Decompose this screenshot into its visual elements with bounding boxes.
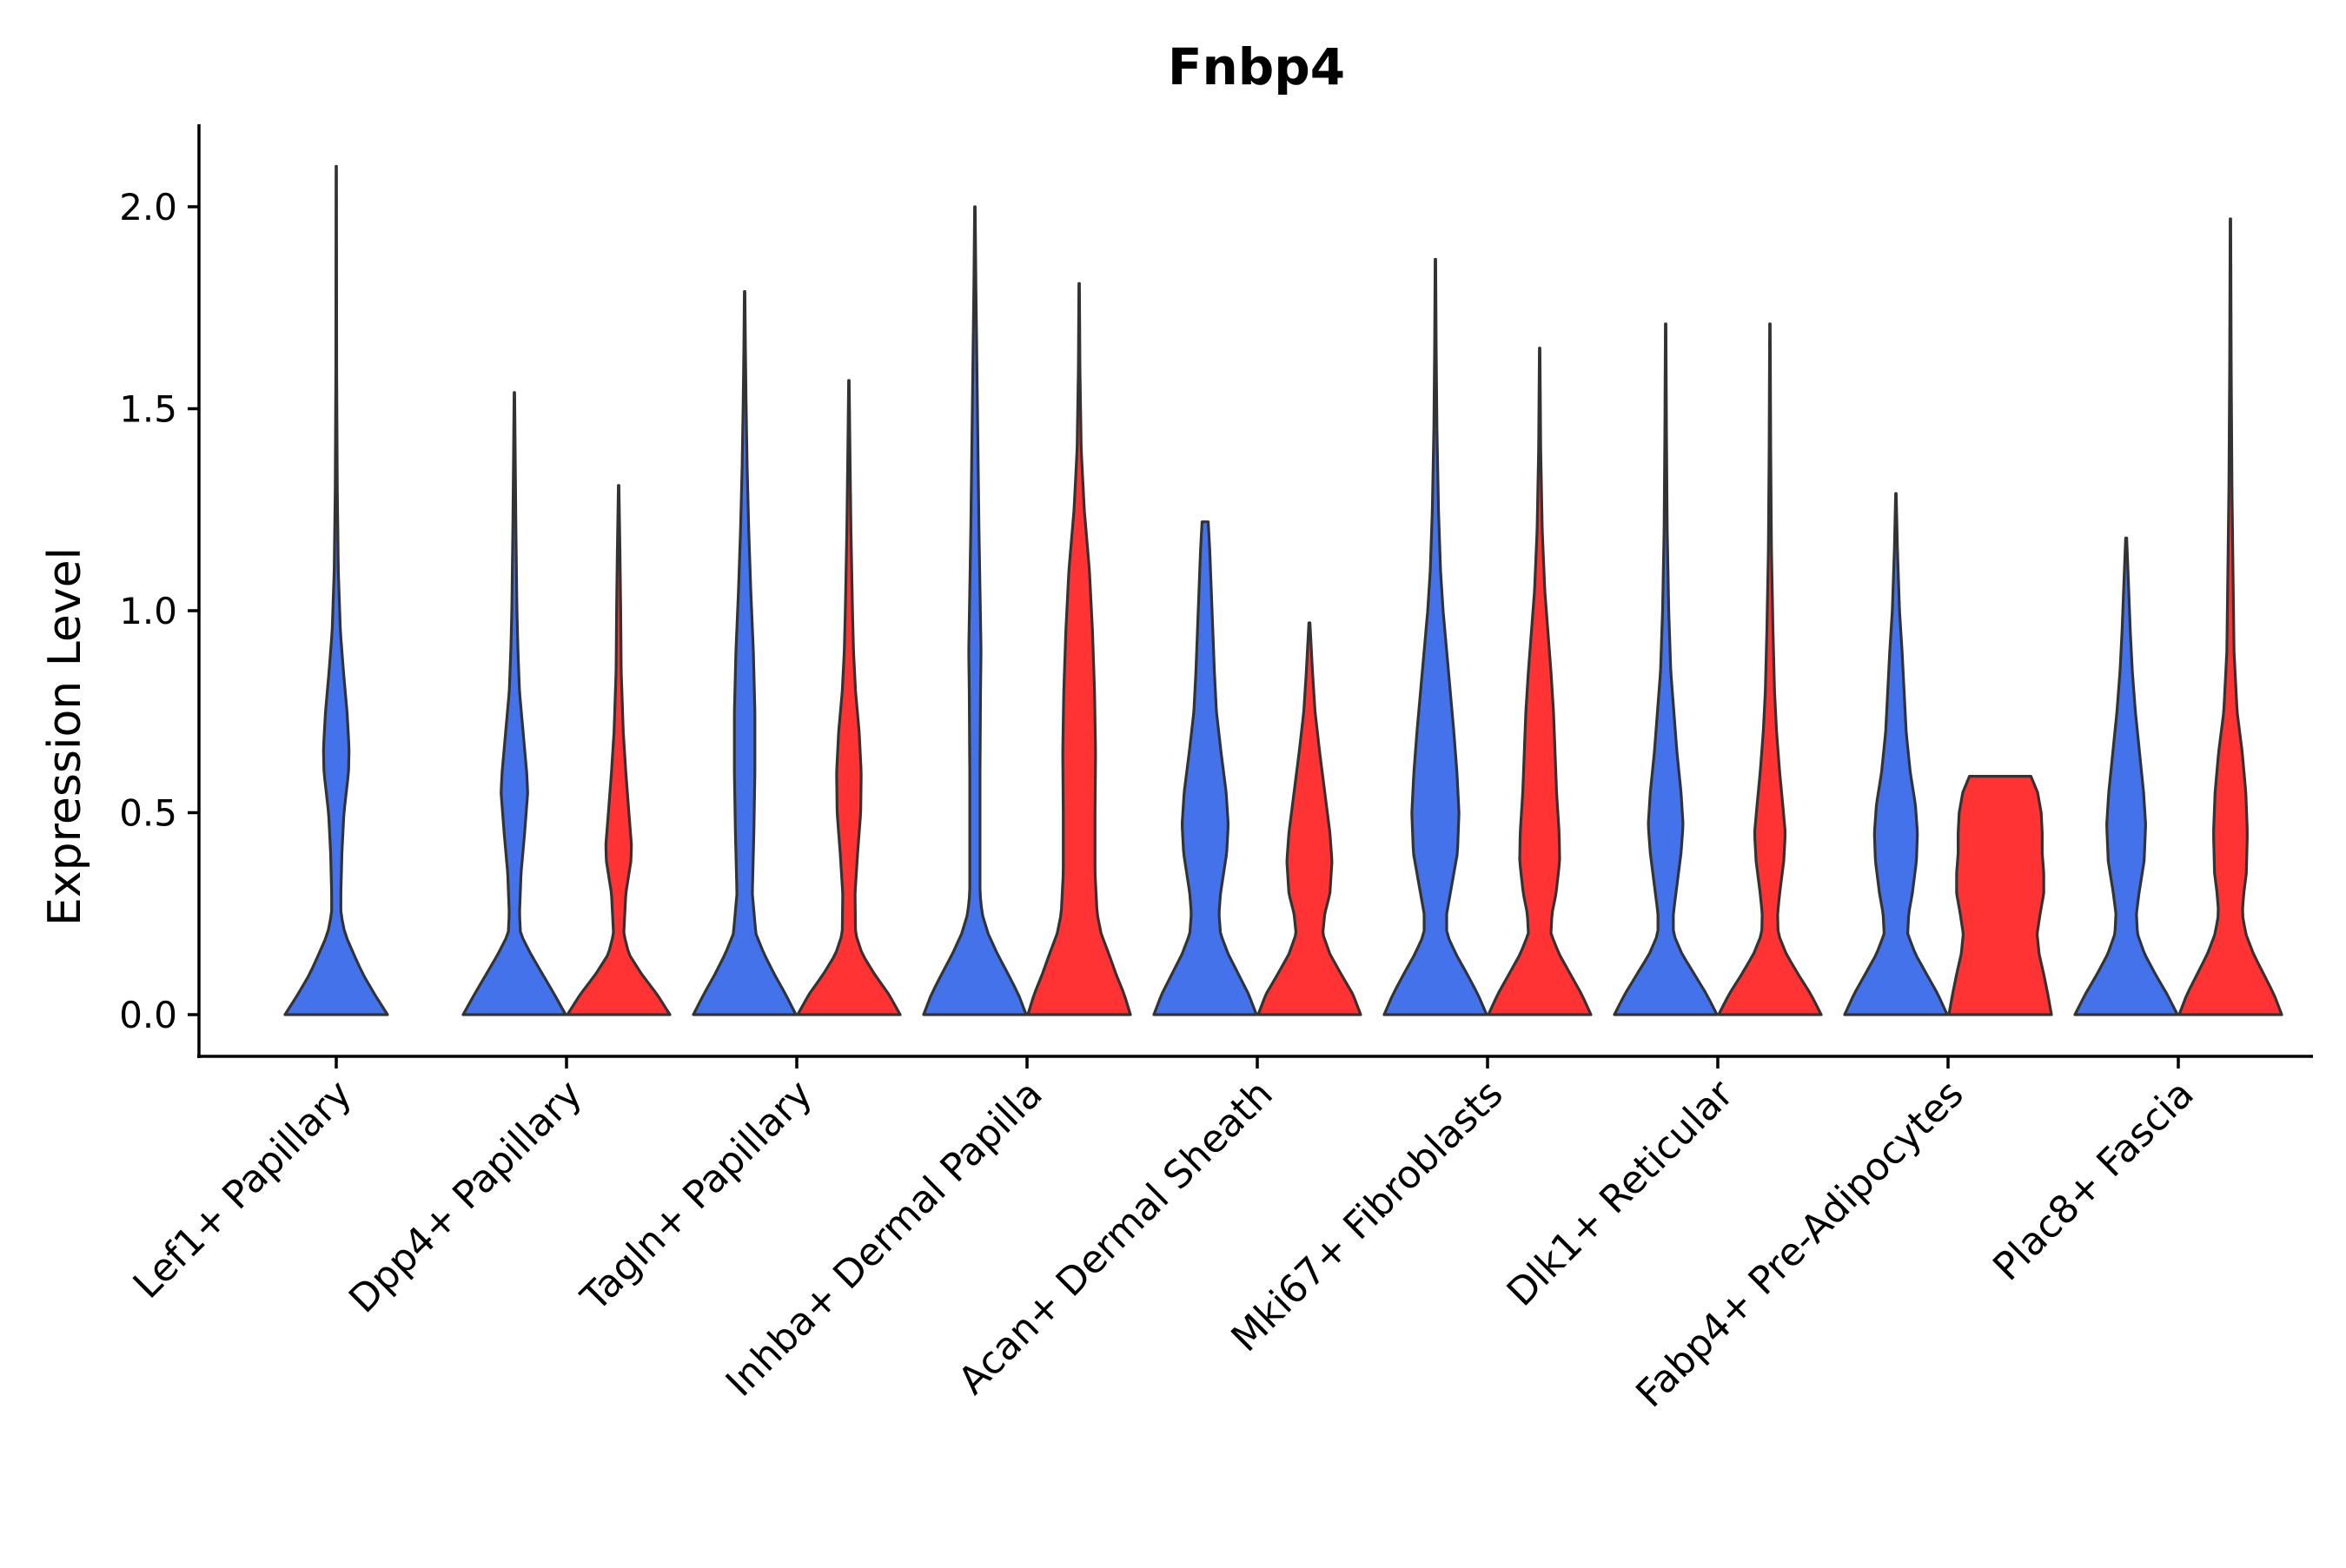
violin-fabp4-pre-adipocytes-group-1	[1843, 492, 1949, 1016]
y-axis-label: Expression Level	[39, 547, 91, 926]
y-tick-label: 1.0	[119, 590, 177, 632]
y-ticks: 0.0 0.5 1.0 1.5 2.0	[119, 186, 199, 1036]
y-tick-label: 0.0	[119, 994, 177, 1036]
violin-inhba-dermal-papilla-group-1	[922, 205, 1028, 1016]
axes-layer	[197, 124, 2313, 1058]
violin-fabp4-pre-adipocytes-group-2	[1947, 775, 2053, 1016]
violin-acan-dermal-sheath-group-1	[1152, 520, 1258, 1016]
violin-acan-dermal-sheath-group-2	[1256, 621, 1362, 1016]
x-tick-label: Dpp4+ Papillary	[341, 1072, 591, 1322]
violins-layer	[283, 164, 2283, 1016]
violin-plac8-fascia-group-1	[2073, 536, 2179, 1016]
violin-mki67-fibroblasts-group-2	[1487, 347, 1593, 1016]
x-tick-label: Dlk1+ Reticular	[1499, 1071, 1743, 1315]
x-tick-label: Plac8+ Fascia	[1985, 1072, 2203, 1290]
x-tick-label: Tagln+ Papillary	[573, 1072, 821, 1320]
violin-dpp4-papillary-group-2	[566, 484, 672, 1016]
y-tick-label: 0.5	[119, 792, 177, 835]
violin-inhba-dermal-papilla-group-2	[1026, 281, 1132, 1016]
y-tick-label: 1.5	[119, 388, 177, 431]
violin-lef1-papillary-group-1	[283, 164, 389, 1016]
y-tick-label: 2.0	[119, 186, 177, 228]
violin-dlk1-reticular-group-1	[1613, 322, 1719, 1016]
violin-tagln-papillary-group-1	[692, 290, 798, 1016]
x-tick-label: Lef1+ Papillary	[125, 1072, 361, 1307]
violin-dlk1-reticular-group-2	[1717, 322, 1823, 1016]
violin-plac8-fascia-group-2	[2177, 217, 2283, 1016]
violin-tagln-papillary-group-2	[796, 379, 902, 1016]
chart-title: Fnbp4	[1168, 37, 1345, 96]
violin-mki67-fibroblasts-group-1	[1382, 257, 1488, 1016]
violin-dpp4-papillary-group-1	[461, 391, 567, 1016]
